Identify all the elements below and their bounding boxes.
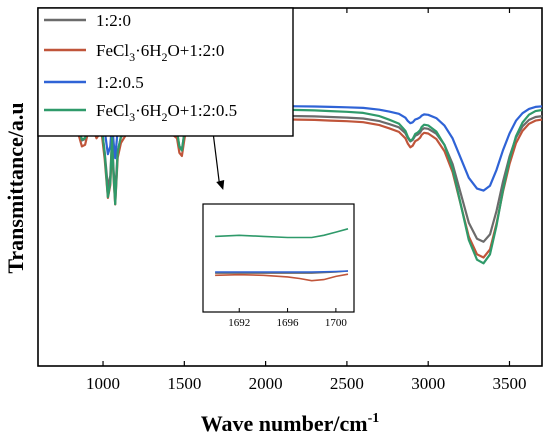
legend-text-part: FeCl xyxy=(96,101,129,120)
inset-frame xyxy=(202,203,355,313)
inset-series-line-4 xyxy=(215,228,349,239)
x-tick-label: 1500 xyxy=(167,374,201,393)
legend-subscript: 2 xyxy=(162,50,168,64)
inset-series-line-3 xyxy=(215,270,349,273)
legend-text-part: FeCl xyxy=(96,41,129,60)
legend-label-4: FeCl3·6H2O+1:2:0.5 xyxy=(96,101,237,124)
legend-text-part: 1:2:0 xyxy=(96,11,131,30)
legend-box xyxy=(37,7,294,137)
legend-subscript: 2 xyxy=(162,110,168,124)
x-axis-title: Wave number/cm-1 xyxy=(201,411,380,436)
x-tick-label: 3500 xyxy=(492,374,526,393)
legend-text-part: 1:2:0.5 xyxy=(96,73,144,92)
y-axis-title: Transmittance/a.u xyxy=(3,102,28,273)
legend: 1:2:0FeCl3·6H2O+1:2:01:2:0.5FeCl3·6H2O+1… xyxy=(37,7,294,137)
x-axis-title-main: Wave number/cm xyxy=(201,411,368,436)
x-axis-title-superscript: -1 xyxy=(368,411,380,426)
legend-text-part: O+1:2:0.5 xyxy=(168,101,238,120)
inset-series-line-2 xyxy=(215,273,349,282)
legend-subscript: 3 xyxy=(129,110,135,124)
x-tick-label: 3000 xyxy=(411,374,445,393)
legend-text-part: ·6H xyxy=(135,101,161,120)
inset-plot: 1692 1696 1700 xyxy=(202,117,355,329)
x-tick-label: 1000 xyxy=(86,374,120,393)
inset-pointer-arrowhead xyxy=(216,180,225,190)
x-tick-label: 2000 xyxy=(249,374,283,393)
x-tick-label: 2500 xyxy=(330,374,364,393)
legend-label-3: 1:2:0.5 xyxy=(96,73,144,92)
legend-label-2: FeCl3·6H2O+1:2:0 xyxy=(96,41,224,64)
legend-text-part: O+1:2:0 xyxy=(168,41,225,60)
legend-text-part: ·6H xyxy=(135,41,161,60)
inset-tick-label: 1692 xyxy=(228,317,250,329)
x-axis-ticks: 1000 1500 2000 2500 3000 3500 xyxy=(86,8,526,393)
inset-tick-label: 1696 xyxy=(277,317,300,329)
inset-tick-label: 1700 xyxy=(325,317,348,329)
legend-label-1: 1:2:0 xyxy=(96,11,131,30)
legend-subscript: 3 xyxy=(129,50,135,64)
